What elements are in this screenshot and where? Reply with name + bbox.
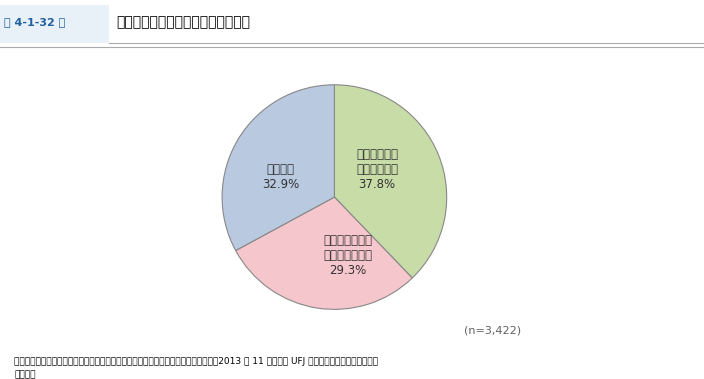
Text: 知っているが、
参加していない
29.3%: 知っているが、 参加していない 29.3% bbox=[323, 234, 372, 277]
Wedge shape bbox=[334, 85, 447, 278]
Text: 知っており、
参加している
37.8%: 知っており、 参加している 37.8% bbox=[356, 147, 398, 191]
Text: 資料：中小企業庁委託「中小企業支援機関の連携状況と施策認知度に関する調査」（2013 年 11 月、三菱 UFJ リサーチ＆コンサルティング
（株））: 資料：中小企業庁委託「中小企業支援機関の連携状況と施策認知度に関する調査」（20… bbox=[14, 357, 378, 379]
Text: (n=3,422): (n=3,422) bbox=[464, 326, 521, 335]
Text: 知らない
32.9%: 知らない 32.9% bbox=[262, 163, 299, 191]
Wedge shape bbox=[236, 197, 413, 309]
FancyBboxPatch shape bbox=[0, 5, 109, 43]
Wedge shape bbox=[222, 85, 334, 251]
Text: 第 4-1-32 図: 第 4-1-32 図 bbox=[4, 17, 65, 27]
Text: 地域プラットフォームへの関与状況: 地域プラットフォームへの関与状況 bbox=[116, 15, 250, 29]
